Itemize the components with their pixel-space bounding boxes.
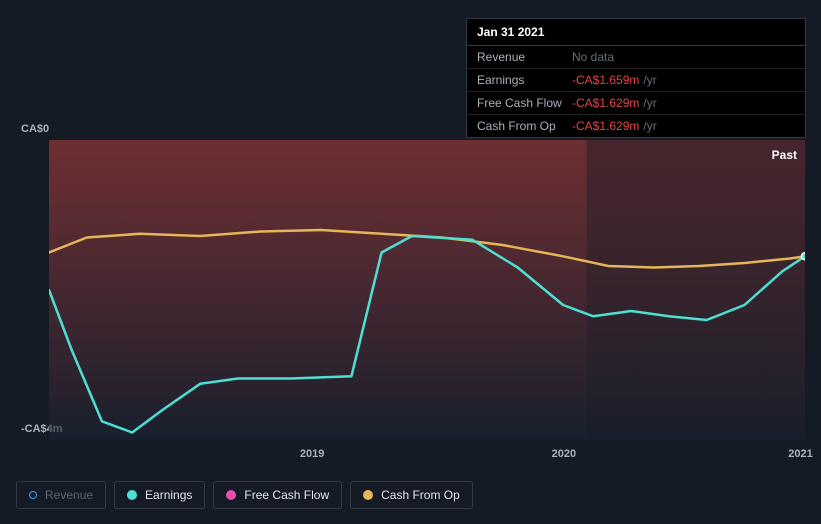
cash-from-op-swatch-icon [363,490,373,500]
x-axis-tick: 2021 [788,448,812,460]
legend-item-label: Earnings [145,488,192,502]
legend-item-label: Free Cash Flow [244,488,329,502]
tooltip-row-label: Free Cash Flow [477,96,572,110]
x-axis-tick: 2020 [552,448,576,460]
tooltip-row-value: -CA$1.659m [572,73,639,87]
revenue-swatch-icon [29,491,37,499]
tooltip-row: RevenueNo data [467,46,805,69]
tooltip-row-unit: /yr [643,96,656,110]
y-axis-top-label: CA$0 [21,123,49,135]
tooltip-date: Jan 31 2021 [467,19,805,46]
earnings-swatch-icon [127,490,137,500]
legend-item-label: Revenue [45,488,93,502]
chart-svg [49,140,805,440]
legend: Revenue Earnings Free Cash Flow Cash From O… [16,481,473,509]
tooltip-row-value: No data [572,50,614,64]
x-axis: 201920202021 [49,440,805,465]
free-cash-flow-swatch-icon [226,490,236,500]
legend-item-revenue[interactable]: Revenue [16,481,106,509]
tooltip-row-value: -CA$1.629m [572,96,639,110]
legend-item-earnings[interactable]: Earnings [114,481,205,509]
chart-container: CA$0 -CA$4m Past 201920202021 [16,120,805,515]
legend-item-label: Cash From Op [381,488,460,502]
past-label: Past [772,148,797,162]
plot-area[interactable]: Past [49,140,805,440]
tooltip-row-label: Revenue [477,50,572,64]
legend-item-free-cash-flow[interactable]: Free Cash Flow [213,481,342,509]
legend-item-cash-from-op[interactable]: Cash From Op [350,481,473,509]
x-axis-tick: 2019 [300,448,324,460]
tooltip-row-unit: /yr [643,73,656,87]
tooltip-row-label: Earnings [477,73,572,87]
tooltip-row: Free Cash Flow-CA$1.629m/yr [467,92,805,115]
tooltip-row: Earnings-CA$1.659m/yr [467,69,805,92]
